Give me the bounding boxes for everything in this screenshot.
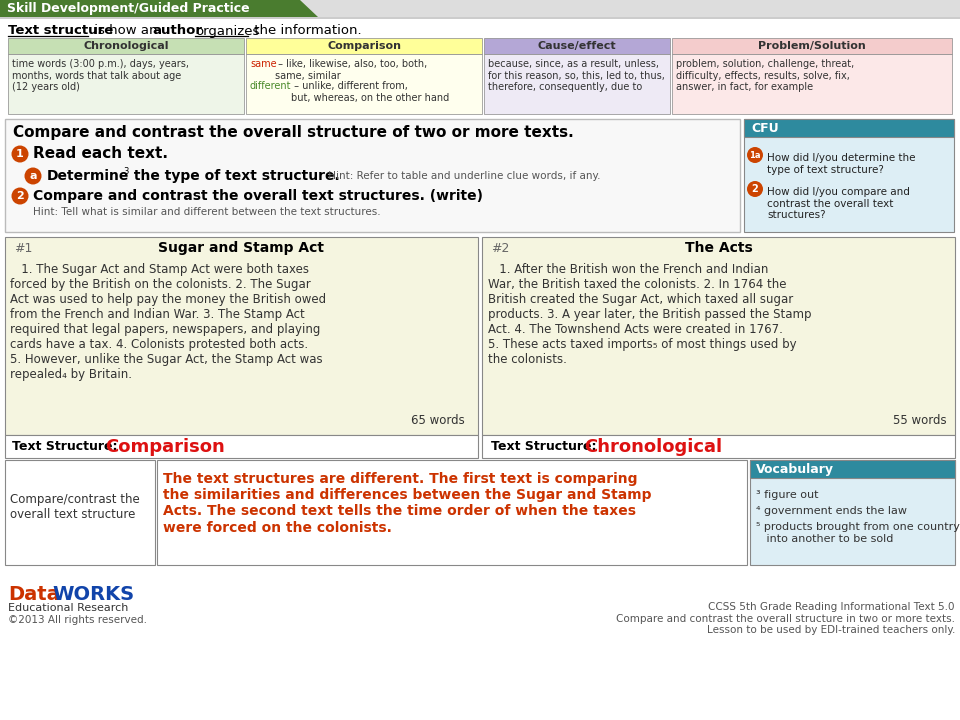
Bar <box>750 460 955 565</box>
Bar <box>482 435 955 458</box>
Text: Chronological: Chronological <box>584 438 722 456</box>
Text: WORKS: WORKS <box>52 585 134 605</box>
Text: Skill Development/Guided Practice: Skill Development/Guided Practice <box>7 2 250 15</box>
Bar <box>0 570 960 720</box>
Bar <box>744 119 954 137</box>
Text: Cause/effect: Cause/effect <box>538 41 616 51</box>
Text: Comparison: Comparison <box>105 438 225 456</box>
Circle shape <box>747 147 763 163</box>
Text: ⁴ government ends the law: ⁴ government ends the law <box>756 506 907 516</box>
Bar <box>5 460 155 565</box>
Bar <box>5 119 740 232</box>
Text: Sugar and Stamp Act: Sugar and Stamp Act <box>158 241 324 255</box>
Text: a: a <box>29 171 36 181</box>
Text: Text structure: Text structure <box>8 24 113 37</box>
Text: Read each text.: Read each text. <box>33 146 168 161</box>
Text: – unlike, different from,
but, whereas, on the other hand: – unlike, different from, but, whereas, … <box>291 81 449 102</box>
Text: Problem/Solution: Problem/Solution <box>758 41 866 51</box>
Text: 1a: 1a <box>749 150 760 160</box>
Circle shape <box>747 181 763 197</box>
Text: Comparison: Comparison <box>327 41 401 51</box>
Bar <box>0 0 300 17</box>
Bar <box>744 119 954 232</box>
Text: the type of text structure.: the type of text structure. <box>129 169 340 183</box>
Text: CFU: CFU <box>751 122 779 135</box>
Text: The text structures are different. The first text is comparing
the similarities : The text structures are different. The f… <box>163 472 652 534</box>
Text: because, since, as a result, unless,
for this reason, so, this, led to, thus,
th: because, since, as a result, unless, for… <box>488 59 665 92</box>
Text: Compare/contrast the
overall text structure: Compare/contrast the overall text struct… <box>10 493 140 521</box>
Bar <box>484 54 670 114</box>
Polygon shape <box>300 0 318 17</box>
Text: different: different <box>250 81 292 91</box>
Text: ³ figure out: ³ figure out <box>756 490 819 500</box>
Text: 55 words: 55 words <box>894 414 947 427</box>
Bar <box>5 435 478 458</box>
Text: The Acts: The Acts <box>684 241 753 255</box>
Bar <box>246 54 482 114</box>
Text: – like, likewise, also, too, both,
same, similar: – like, likewise, also, too, both, same,… <box>275 59 427 81</box>
Text: Hint: Refer to table and underline clue words, if any.: Hint: Refer to table and underline clue … <box>325 171 601 181</box>
Text: Educational Research: Educational Research <box>8 603 129 613</box>
Bar <box>0 17 960 19</box>
Text: 1. After the British won the French and Indian
War, the British taxed the coloni: 1. After the British won the French and … <box>488 263 811 366</box>
Text: Determine: Determine <box>47 169 130 183</box>
Text: Compare and contrast the overall structure of two or more texts.: Compare and contrast the overall structu… <box>13 125 574 140</box>
Text: the information.: the information. <box>250 24 362 37</box>
Circle shape <box>25 168 41 184</box>
Text: organizes: organizes <box>195 24 259 37</box>
Text: #2: #2 <box>491 241 510 254</box>
Bar <box>0 0 960 17</box>
Text: ⁵ products brought from one country
   into another to be sold: ⁵ products brought from one country into… <box>756 522 960 544</box>
Text: CCSS 5th Grade Reading Informational Text 5.0
Compare and contrast the overall s: CCSS 5th Grade Reading Informational Tex… <box>616 602 955 635</box>
Text: 65 words: 65 words <box>411 414 465 427</box>
Text: problem, solution, challenge, threat,
difficulty, effects, results, solve, fix,
: problem, solution, challenge, threat, di… <box>676 59 854 92</box>
Text: is how an: is how an <box>90 24 161 37</box>
Bar <box>750 460 955 478</box>
Text: ©2013 All rights reserved.: ©2013 All rights reserved. <box>8 615 147 625</box>
Bar <box>157 460 747 565</box>
Text: Text Structure:: Text Structure: <box>12 440 122 453</box>
Circle shape <box>12 145 29 163</box>
Text: 2: 2 <box>752 184 758 194</box>
Text: Compare and contrast the overall text structures. (write): Compare and contrast the overall text st… <box>33 189 483 203</box>
Circle shape <box>12 187 29 204</box>
Bar <box>8 54 244 114</box>
Text: 3: 3 <box>123 168 129 176</box>
Bar <box>246 38 482 54</box>
Text: author: author <box>152 24 202 37</box>
Bar <box>5 237 478 435</box>
Text: 2: 2 <box>16 191 24 201</box>
Text: Hint: Tell what is similar and different between the text structures.: Hint: Tell what is similar and different… <box>33 207 380 217</box>
Text: Text Structure:: Text Structure: <box>491 440 601 453</box>
Bar <box>672 38 952 54</box>
Text: same: same <box>250 59 276 69</box>
Bar <box>484 38 670 54</box>
Text: Chronological: Chronological <box>84 41 169 51</box>
Bar <box>672 54 952 114</box>
Text: time words (3:00 p.m.), days, years,
months, words that talk about age
(12 years: time words (3:00 p.m.), days, years, mon… <box>12 59 189 92</box>
Text: How did I/you compare and
contrast the overall text
structures?: How did I/you compare and contrast the o… <box>767 187 910 220</box>
Text: #1: #1 <box>14 241 33 254</box>
Text: Vocabulary: Vocabulary <box>756 462 834 475</box>
Text: 1: 1 <box>16 149 24 159</box>
Bar <box>8 38 244 54</box>
Text: How did I/you determine the
type of text structure?: How did I/you determine the type of text… <box>767 153 916 175</box>
Bar <box>482 237 955 435</box>
Text: 1. The Sugar Act and Stamp Act were both taxes
forced by the British on the colo: 1. The Sugar Act and Stamp Act were both… <box>10 263 326 381</box>
Text: Data: Data <box>8 585 60 605</box>
